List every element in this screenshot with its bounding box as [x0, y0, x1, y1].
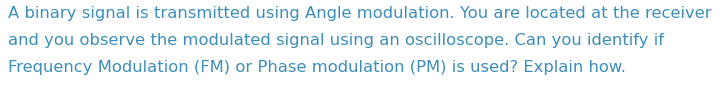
Text: and you observe the modulated signal using an oscilloscope. Can you identify if: and you observe the modulated signal usi… [8, 33, 664, 48]
Text: A binary signal is transmitted using Angle modulation. You are located at the re: A binary signal is transmitted using Ang… [8, 6, 711, 21]
Text: Frequency Modulation (FM) or Phase modulation (PM) is used? Explain how.: Frequency Modulation (FM) or Phase modul… [8, 60, 626, 75]
